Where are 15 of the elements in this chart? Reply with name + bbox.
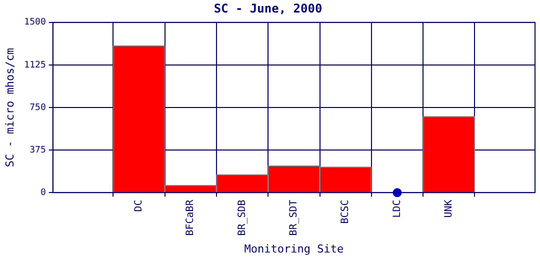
x-tick-label: BCSC [340,200,352,224]
y-tick-label: 375 [30,145,46,156]
chart-title: SC - June, 2000 [214,1,322,16]
x-tick-label: LDC [392,200,403,218]
y-tick-label: 1125 [24,60,46,70]
x-tick-label: UNK [444,200,454,218]
x-tick-label: BR_SDB [236,200,248,236]
y-tick-label: 0 [40,188,46,198]
x-tick-label: DC [134,200,145,212]
x-tick-label: BR_SDT [288,200,300,236]
y-axis-title: SC - micro mhos/cm [3,48,16,168]
x-axis-title: Monitoring Site [244,242,344,256]
y-tick-label: 750 [30,102,46,113]
x-tick-label: BFCaBR [185,198,196,236]
y-tick-label: 1500 [24,18,46,28]
